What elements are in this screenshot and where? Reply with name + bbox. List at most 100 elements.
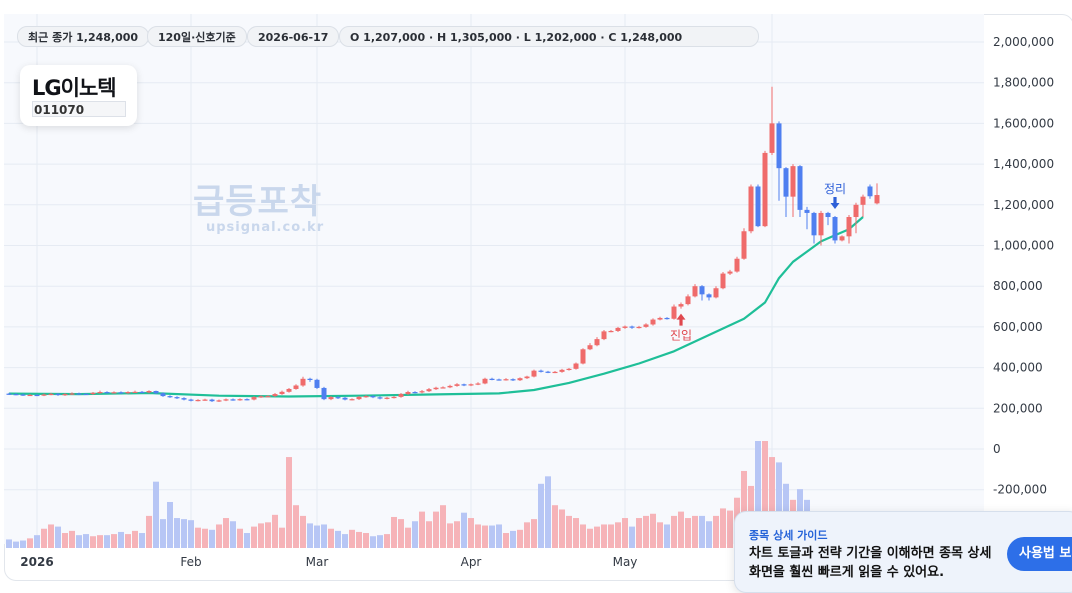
candle-body — [223, 399, 229, 401]
volume-bar — [419, 511, 425, 548]
candle-body — [97, 392, 103, 394]
candle-body — [769, 123, 775, 153]
candle-body — [195, 399, 201, 402]
candle-body — [713, 288, 719, 298]
candle-body — [251, 397, 257, 400]
volume-bar — [440, 505, 446, 548]
y-tick-label: 200,000 — [993, 401, 1043, 415]
candle-body — [650, 319, 656, 325]
candle-body — [804, 209, 810, 213]
candle-body — [370, 396, 376, 398]
plot-area — [4, 14, 984, 544]
volume-bar — [405, 527, 411, 548]
volume-bar — [76, 535, 82, 548]
candle-body — [622, 326, 628, 328]
volume-bar — [566, 515, 572, 548]
candle-body — [27, 394, 33, 397]
guide-button[interactable]: 사용법 보기 — [1007, 537, 1072, 571]
candlestick-chart[interactable]: 진입 정리 2,000,000 1,800,000 1,600,000 1,400,00… — [0, 0, 1072, 579]
volume-bar — [615, 522, 621, 548]
y-tick-label: 1,400,000 — [993, 157, 1054, 171]
volume-bar — [349, 529, 355, 548]
candle-body — [55, 393, 61, 396]
candle-body — [20, 394, 26, 396]
volume-bar — [643, 515, 649, 548]
watermark-url: upsignal.co.kr — [206, 220, 325, 235]
volume-bar — [720, 508, 726, 548]
volume-bar — [13, 541, 19, 548]
candle-body — [41, 394, 47, 396]
candle-body — [559, 369, 565, 372]
candle-body — [349, 399, 355, 401]
guide-title: 종목 상세 가이드 — [749, 529, 828, 542]
candle-body — [300, 378, 306, 386]
volume-bar — [34, 535, 40, 548]
candle-body — [258, 396, 264, 398]
candle-body — [76, 393, 82, 395]
signal-label: 진입 — [670, 329, 692, 343]
volume-bar — [244, 533, 250, 548]
volume-bar — [230, 521, 236, 548]
volume-bar — [293, 505, 299, 548]
volume-bar — [111, 534, 117, 548]
x-tick-label: Mar — [306, 555, 329, 569]
candle-body — [6, 393, 12, 395]
volume-bar — [769, 457, 775, 548]
volume-bar — [699, 515, 705, 548]
volume-bar — [265, 522, 271, 548]
candle-body — [601, 331, 607, 340]
volume-bar — [237, 528, 243, 548]
volume-bar — [55, 526, 61, 548]
candle-body — [832, 217, 838, 241]
volume-bar — [601, 524, 607, 548]
volume-bar — [468, 518, 474, 548]
volume-bar — [90, 536, 96, 548]
candle-body — [692, 286, 698, 297]
volume-bar — [251, 526, 257, 548]
volume-bar — [482, 525, 488, 548]
watermark-title: 급등포착 — [193, 182, 323, 222]
candle-body — [678, 304, 684, 307]
candle-body — [433, 387, 439, 390]
volume-bar — [489, 525, 495, 548]
candle-body — [496, 379, 502, 381]
volume-bar — [307, 523, 313, 548]
candle-body — [573, 363, 579, 369]
candle-body — [489, 378, 495, 380]
candle-body — [706, 294, 712, 298]
volume-bar — [475, 524, 481, 548]
candle-body — [132, 391, 138, 394]
candle-body — [216, 400, 222, 402]
candle-body — [167, 396, 173, 398]
candle-body — [867, 186, 873, 197]
stock-code: 011070 — [32, 101, 126, 117]
candle-body — [118, 392, 124, 394]
y-tick-label: 800,000 — [993, 279, 1043, 293]
volume-bar — [356, 531, 362, 548]
volume-bar — [223, 518, 229, 548]
candle-body — [111, 392, 117, 394]
volume-bar — [132, 530, 138, 548]
candle-body — [34, 394, 40, 397]
last-close-badge: 최근 종가 1,248,000 — [17, 26, 150, 47]
y-tick-label: 1,000,000 — [993, 239, 1054, 253]
volume-bar — [671, 515, 677, 548]
volume-bar — [279, 527, 285, 548]
candle-body — [307, 378, 313, 380]
volume-bar — [573, 518, 579, 548]
candle-body — [412, 392, 418, 394]
candle-body — [671, 306, 677, 319]
candle-body — [279, 391, 285, 395]
volume-bar — [104, 535, 110, 548]
candle-body — [615, 327, 621, 331]
candle-body — [328, 397, 334, 400]
volume-bar — [727, 510, 733, 548]
candle-body — [636, 326, 642, 329]
volume-bar — [762, 441, 768, 548]
candle-body — [391, 396, 397, 399]
candle-body — [776, 123, 782, 169]
candle-body — [69, 393, 75, 395]
candle-body — [860, 196, 866, 205]
candle-body — [426, 389, 432, 392]
signal-label: 정리 — [824, 182, 846, 196]
